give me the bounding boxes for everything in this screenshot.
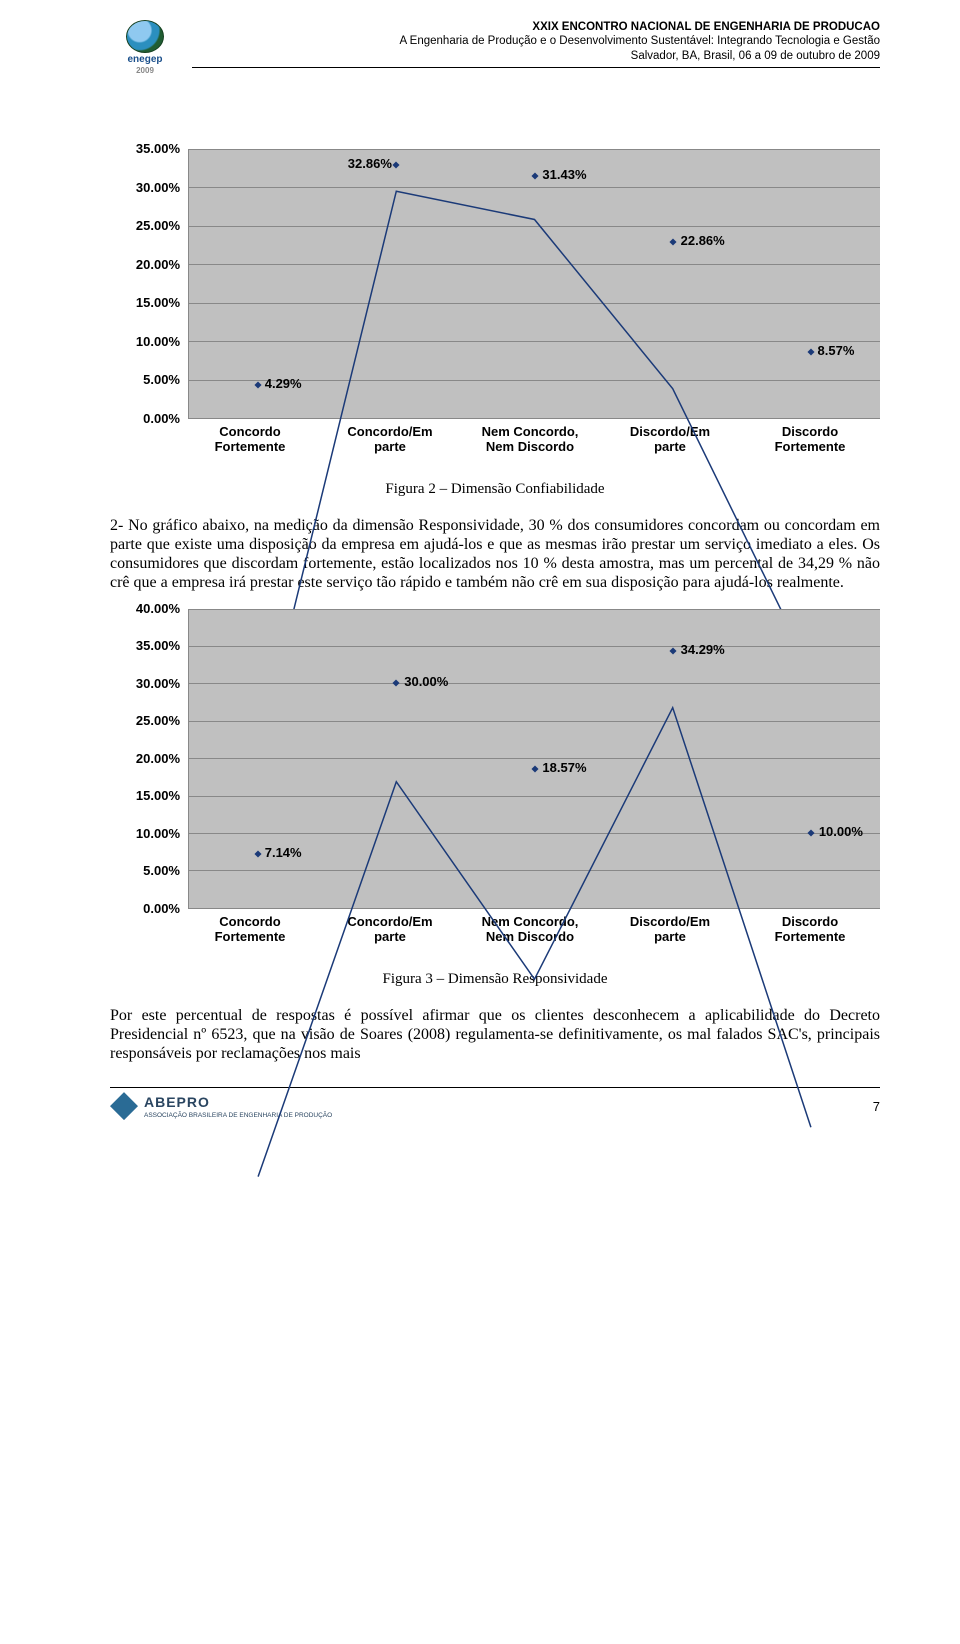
chart-responsividade: 40.00%35.00%30.00%25.00%20.00%15.00%10.0… <box>110 609 880 945</box>
header: enegep 2009 XXIX ENCONTRO NACIONAL DE EN… <box>110 20 880 75</box>
chart2-plot-area: 7.14% 30.00% 18.57% 34.29% 10.00% <box>188 609 880 909</box>
logo-year: 2009 <box>136 67 154 75</box>
abepro-icon <box>110 1092 138 1120</box>
globe-icon <box>126 20 164 53</box>
chart-line <box>258 707 811 1176</box>
chart1-plot-area: 4.29% 32.86% 31.43% 22.86% 8.57% <box>188 149 880 419</box>
logo-label: enegep <box>127 55 162 65</box>
chart2-row: 40.00%35.00%30.00%25.00%20.00%15.00%10.0… <box>110 609 880 909</box>
data-label: 30.00% <box>404 674 448 689</box>
data-label: 18.57% <box>542 760 586 775</box>
chart2-y-axis: 40.00%35.00%30.00%25.00%20.00%15.00%10.0… <box>110 609 188 909</box>
data-label: 7.14% <box>265 845 302 860</box>
chart-confiabilidade: 35.00%30.00%25.00%20.00%15.00%10.00%5.00… <box>110 149 880 455</box>
header-rule <box>192 67 880 68</box>
chart1-row: 35.00%30.00%25.00%20.00%15.00%10.00%5.00… <box>110 149 880 419</box>
data-label: 4.29% <box>265 376 302 391</box>
data-label: 32.86% <box>348 156 392 171</box>
header-line-2: A Engenharia de Produção e o Desenvolvim… <box>192 34 880 48</box>
header-text: XXIX ENCONTRO NACIONAL DE ENGENHARIA DE … <box>192 20 880 74</box>
data-label: 10.00% <box>819 824 863 839</box>
page: enegep 2009 XXIX ENCONTRO NACIONAL DE EN… <box>0 0 960 1150</box>
data-label: 31.43% <box>542 167 586 182</box>
chart2-svg <box>189 609 880 1300</box>
data-label: 8.57% <box>818 343 855 358</box>
data-label: 22.86% <box>681 233 725 248</box>
enegep-logo: enegep 2009 <box>110 20 180 75</box>
header-line-3: Salvador, BA, Brasil, 06 a 09 de outubro… <box>192 49 880 63</box>
data-label: 34.29% <box>681 642 725 657</box>
header-line-1: XXIX ENCONTRO NACIONAL DE ENGENHARIA DE … <box>192 20 880 34</box>
chart1-y-axis: 35.00%30.00%25.00%20.00%15.00%10.00%5.00… <box>110 149 188 419</box>
